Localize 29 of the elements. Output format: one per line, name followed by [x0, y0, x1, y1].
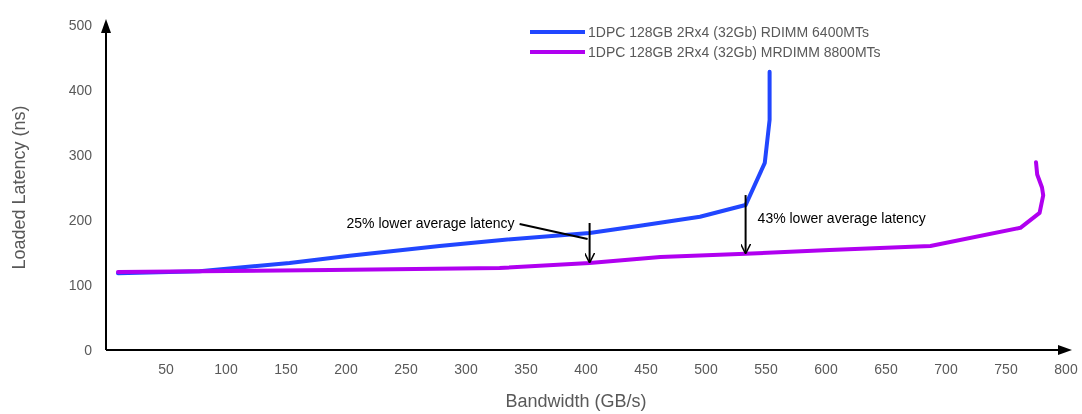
x-tick-label: 200 — [334, 361, 358, 377]
x-tick-label: 50 — [158, 361, 174, 377]
y-tick-label: 0 — [84, 342, 93, 358]
x-tick-label: 250 — [394, 361, 418, 377]
x-tick-label: 100 — [214, 361, 238, 377]
x-tick-label: 600 — [814, 361, 838, 377]
x-axis-title: Bandwidth (GB/s) — [505, 391, 647, 411]
y-tick-label: 500 — [68, 17, 93, 33]
x-tick-label: 150 — [274, 361, 298, 377]
x-tick-label: 750 — [994, 361, 1018, 377]
x-tick-label: 800 — [1054, 361, 1078, 377]
y-tick-label: 200 — [68, 212, 93, 228]
annotation: 25% lower average latency — [346, 215, 515, 231]
x-tick-label: 500 — [694, 361, 718, 377]
x-tick-label: 550 — [754, 361, 778, 377]
annotation: 43% lower average latency — [757, 210, 926, 227]
x-tick-label: 700 — [934, 361, 958, 377]
x-tick-label: 650 — [874, 361, 898, 377]
legend-label: 1DPC 128GB 2Rx4 (32Gb) MRDIMM 8800MTs — [588, 44, 881, 60]
x-tick-label: 400 — [574, 361, 598, 377]
x-tick-label: 450 — [634, 361, 658, 377]
y-tick-label: 100 — [68, 277, 93, 293]
y-tick-label: 300 — [68, 147, 93, 163]
y-tick-label: 400 — [68, 82, 93, 98]
x-tick-label: 350 — [514, 361, 538, 377]
y-axis-title: Loaded Latency (ns) — [9, 105, 29, 270]
line-series — [116, 160, 1046, 274]
legend-label: 1DPC 128GB 2Rx4 (32Gb) RDIMM 6400MTs — [588, 24, 869, 40]
x-tick-label: 300 — [454, 361, 478, 377]
